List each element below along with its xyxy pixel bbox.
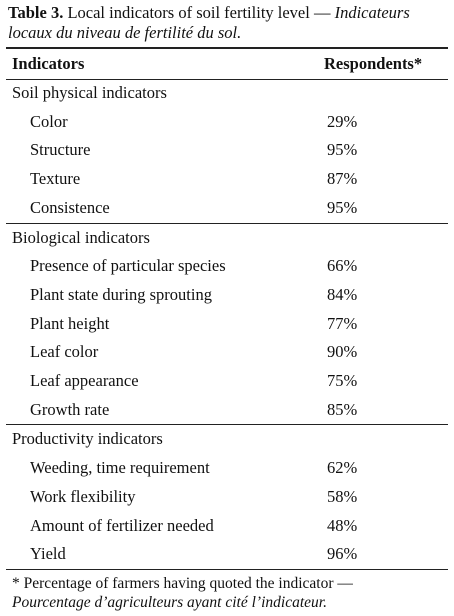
row-value: 95% [327,140,358,160]
row-value: 29% [327,111,358,131]
column-header: Indicators [12,54,85,73]
table-title: Local indicators of soil fertility level… [67,3,331,22]
row-label: Plant height [30,313,110,333]
row-value: 77% [327,313,358,333]
row-label: Consistence [30,197,110,217]
footnote-fr: Pourcentage d’agriculteurs ayant cité l’… [12,593,327,611]
footnote: * Percentage of farmers having quoted th… [12,574,353,592]
row-value: 62% [327,458,358,478]
row-label: Weeding, time requirement [30,458,210,478]
table-caption: Table 3. Local indicators of soil fertil… [8,3,448,43]
row-label: Work flexibility [30,486,136,506]
row-value: 96% [327,544,358,564]
row-label: Structure [30,140,91,160]
row-label: Amount of fertilizer needed [30,515,214,535]
row-value: 48% [327,515,358,535]
row-value: 85% [327,399,358,419]
row-label: Yield [30,544,66,564]
rule [6,424,448,426]
row-value: 58% [327,486,358,506]
row-label: Presence of particular species [30,256,226,276]
row-label: Leaf color [30,342,99,362]
group-heading: Productivity indicators [12,429,163,449]
row-value: 87% [327,169,358,189]
rule [6,568,448,570]
rule [6,79,448,80]
row-value: 90% [327,342,358,362]
row-label: Texture [30,169,81,189]
rule [6,222,448,224]
row-label: Color [30,111,68,131]
rule [6,47,448,49]
row-value: 75% [327,371,358,390]
row-value: 66% [327,256,358,276]
row-value: 84% [327,284,358,304]
row-label: Growth rate [30,399,110,419]
table-title-fr: Indicateurs locaux du niveau de fertilit… [8,3,410,42]
row-label: Plant state during sprouting [30,284,212,304]
column-header: Respondents* [324,54,423,73]
row-value: 95% [327,197,358,217]
table-label: Table 3. [8,3,64,22]
row-label: Leaf appearance [30,371,139,390]
group-heading: Soil physical indicators [12,83,167,102]
group-heading: Biological indicators [12,227,150,247]
